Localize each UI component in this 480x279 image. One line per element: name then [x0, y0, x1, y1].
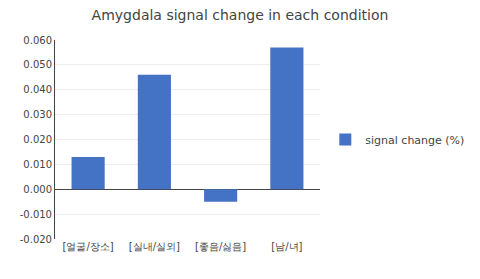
svg-text:0.050: 0.050	[23, 59, 52, 70]
svg-text:signal change (%): signal change (%)	[365, 134, 464, 147]
svg-text:[얼굴/장소]: [얼굴/장소]	[63, 241, 114, 252]
svg-text:0.010: 0.010	[23, 159, 52, 170]
svg-text:0.060: 0.060	[23, 35, 52, 46]
svg-text:-0.010: -0.010	[20, 209, 52, 220]
svg-text:Amygdala signal change in each: Amygdala signal change in each condition	[92, 7, 389, 23]
svg-text:0.000: 0.000	[23, 184, 52, 195]
svg-text:-0.020: -0.020	[20, 234, 52, 245]
svg-text:[실내/실외]: [실내/실외]	[129, 241, 180, 252]
svg-text:[좋음/싫음]: [좋음/싫음]	[195, 241, 246, 252]
svg-text:0.030: 0.030	[23, 109, 52, 120]
svg-text:0.020: 0.020	[23, 134, 52, 145]
svg-text:[남/녀]: [남/녀]	[271, 241, 302, 252]
svg-text:0.040: 0.040	[23, 84, 52, 95]
